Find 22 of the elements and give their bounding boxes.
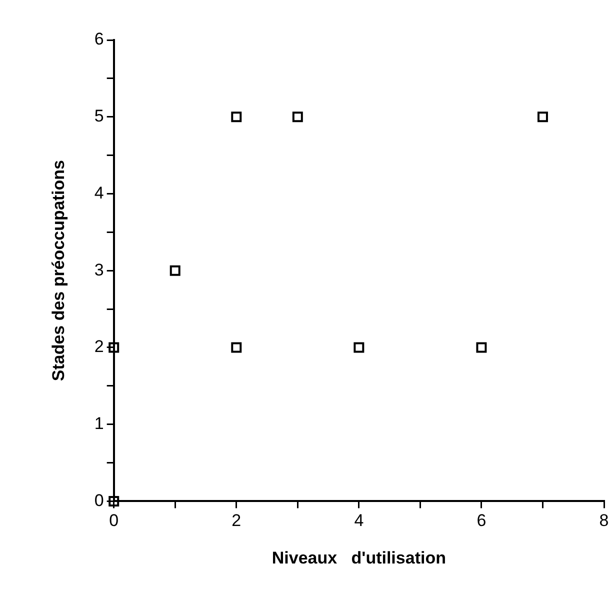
y-tick-label: 2	[94, 337, 104, 356]
x-axis-title: Niveaux d'utilisation	[272, 548, 446, 568]
y-axis-title: Stades des préoccupations	[48, 160, 68, 382]
y-tick-label: 1	[94, 414, 104, 434]
y-tick-label: 4	[94, 183, 104, 202]
y-tick-label: 6	[94, 30, 104, 49]
point	[231, 112, 242, 122]
x-tick-label: 6	[476, 511, 486, 530]
point	[292, 112, 303, 122]
x-tick-label: 8	[599, 511, 609, 530]
point	[354, 342, 364, 353]
point	[170, 265, 180, 276]
x-tick-label: 0	[109, 511, 119, 530]
point	[231, 342, 242, 353]
x-tick-label: 4	[354, 511, 364, 530]
y-tick-label: 3	[94, 260, 104, 280]
y-tick-label: 5	[94, 106, 104, 126]
point	[537, 112, 548, 122]
point	[108, 342, 120, 353]
x-tick-label: 2	[232, 511, 242, 530]
y-tick-label: 0	[94, 490, 104, 510]
point	[476, 342, 487, 353]
